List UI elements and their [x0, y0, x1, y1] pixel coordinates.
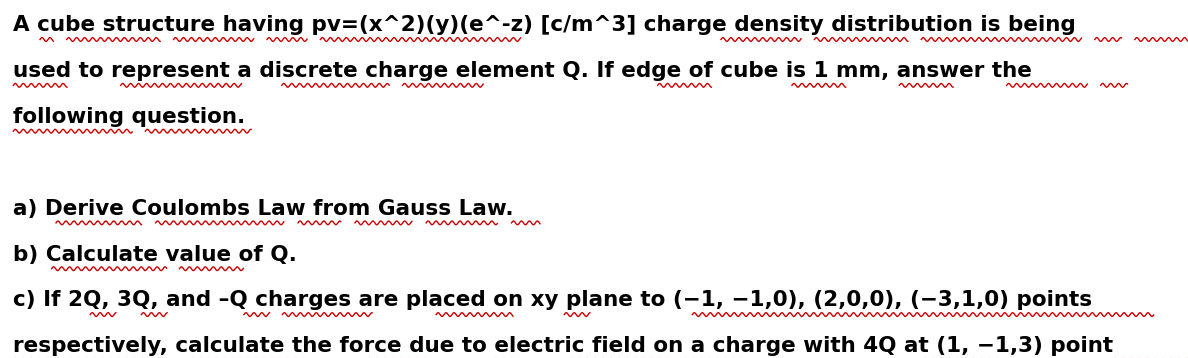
Text: c) If 2Q, 3Q, and –Q charges are placed on xy plane to (−1, −1,0), (2,0,0), (−3,: c) If 2Q, 3Q, and –Q charges are placed … [13, 290, 1093, 310]
Text: a) Derive Coulombs Law from Gauss Law.: a) Derive Coulombs Law from Gauss Law. [13, 199, 514, 219]
Text: b) Calculate value of Q.: b) Calculate value of Q. [13, 245, 297, 265]
Text: A cube structure having pv=(x^2)(y)(e^-z) [c/m^3] charge density distribution is: A cube structure having pv=(x^2)(y)(e^-z… [13, 15, 1076, 35]
Text: following question.: following question. [13, 107, 246, 127]
Text: respectively, calculate the force due to electric field on a charge with 4Q at (: respectively, calculate the force due to… [13, 336, 1113, 356]
Text: used to represent a discrete charge element Q. If edge of cube is 1 mm, answer t: used to represent a discrete charge elem… [13, 61, 1032, 81]
